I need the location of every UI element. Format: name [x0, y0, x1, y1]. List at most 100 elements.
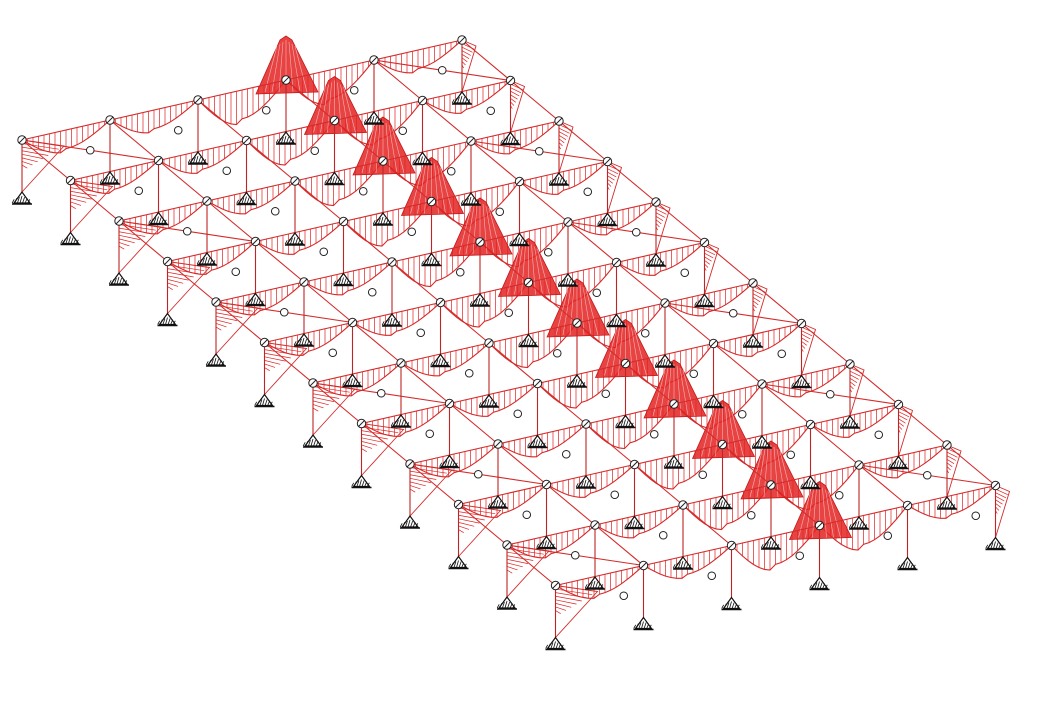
pinned-support-icon[interactable]: [302, 433, 323, 448]
frame-beam[interactable]: [537, 362, 626, 385]
hinge-node-icon[interactable]: [592, 288, 602, 298]
pinned-support-icon[interactable]: [254, 393, 275, 408]
longitudinal-tie[interactable]: [118, 220, 168, 262]
pinned-support-icon[interactable]: [500, 131, 521, 146]
hinge-node-icon[interactable]: [707, 571, 717, 581]
frame-beam[interactable]: [470, 120, 560, 142]
frame-beam[interactable]: [409, 443, 499, 465]
hinge-node-icon[interactable]: [602, 156, 613, 167]
longitudinal-tie[interactable]: [382, 160, 432, 202]
pinned-support-icon[interactable]: [545, 636, 566, 651]
hinge-node-icon[interactable]: [444, 398, 455, 409]
hinge-node-icon[interactable]: [990, 480, 1001, 491]
longitudinal-tie[interactable]: [440, 302, 490, 344]
longitudinal-tie[interactable]: [470, 140, 520, 182]
hinge-node-icon[interactable]: [502, 540, 512, 550]
hinge-node-icon[interactable]: [541, 479, 552, 490]
hinge-node-icon[interactable]: [65, 175, 76, 186]
hinge-node-icon[interactable]: [570, 550, 580, 560]
hinge-node-icon[interactable]: [669, 399, 679, 409]
hinge-node-icon[interactable]: [883, 531, 893, 541]
pinned-support-icon[interactable]: [848, 515, 869, 530]
hinge-node-icon[interactable]: [387, 257, 397, 267]
frame-beam[interactable]: [382, 140, 472, 162]
pinned-support-icon[interactable]: [584, 575, 605, 590]
hinge-node-icon[interactable]: [162, 256, 173, 267]
longitudinal-tie[interactable]: [264, 342, 314, 384]
hinge-node-icon[interactable]: [290, 176, 300, 186]
frame-beam[interactable]: [625, 342, 714, 365]
longitudinal-tie[interactable]: [567, 221, 617, 263]
frame-beam[interactable]: [70, 159, 159, 182]
hinge-node-icon[interactable]: [825, 389, 835, 399]
hinge-node-icon[interactable]: [698, 470, 708, 480]
pinned-support-icon[interactable]: [205, 352, 226, 367]
hinge-node-icon[interactable]: [134, 186, 144, 196]
hinge-node-icon[interactable]: [795, 551, 805, 561]
pinned-support-icon[interactable]: [800, 475, 821, 490]
pinned-support-icon[interactable]: [157, 312, 178, 327]
hinge-node-icon[interactable]: [532, 378, 543, 389]
longitudinal-tie[interactable]: [312, 382, 362, 424]
frame-beam[interactable]: [819, 504, 908, 527]
hinge-node-icon[interactable]: [746, 510, 756, 520]
longitudinal-tie[interactable]: [294, 180, 344, 222]
frame-beam[interactable]: [616, 241, 705, 264]
pinned-support-icon[interactable]: [187, 150, 208, 165]
hinge-node-icon[interactable]: [554, 116, 564, 126]
longitudinal-tie[interactable]: [752, 282, 802, 324]
pinned-support-icon[interactable]: [897, 556, 918, 571]
hinge-node-icon[interactable]: [874, 430, 884, 440]
pinned-support-icon[interactable]: [527, 434, 548, 449]
longitudinal-tie[interactable]: [458, 504, 508, 546]
longitudinal-tie[interactable]: [488, 342, 538, 384]
hinge-node-icon[interactable]: [543, 247, 553, 257]
longitudinal-tie[interactable]: [21, 139, 71, 181]
pinned-support-icon[interactable]: [654, 353, 675, 368]
frame-beam[interactable]: [673, 383, 763, 405]
frame-beam[interactable]: [118, 200, 208, 222]
longitudinal-tie[interactable]: [303, 281, 353, 323]
hinge-node-icon[interactable]: [105, 115, 115, 125]
pinned-support-icon[interactable]: [451, 90, 472, 105]
pinned-support-icon[interactable]: [712, 495, 733, 510]
pinned-support-icon[interactable]: [760, 535, 781, 550]
hinge-node-icon[interactable]: [942, 440, 952, 450]
longitudinal-tie[interactable]: [352, 322, 402, 364]
hinge-node-icon[interactable]: [493, 439, 503, 449]
frame-beam[interactable]: [215, 281, 305, 303]
pinned-support-icon[interactable]: [469, 292, 490, 307]
hinge-node-icon[interactable]: [182, 226, 192, 236]
frame-beam[interactable]: [449, 382, 538, 405]
longitudinal-tie[interactable]: [858, 464, 908, 506]
longitudinal-tie[interactable]: [206, 200, 256, 242]
hinge-node-icon[interactable]: [523, 277, 534, 288]
hinge-node-icon[interactable]: [376, 388, 386, 398]
longitudinal-tie[interactable]: [849, 363, 899, 405]
frame-beam[interactable]: [528, 261, 617, 284]
hinge-node-icon[interactable]: [85, 145, 95, 155]
hinge-node-icon[interactable]: [619, 591, 629, 601]
frame-beam[interactable]: [585, 403, 675, 425]
longitudinal-tie[interactable]: [898, 404, 948, 446]
pinned-support-icon[interactable]: [672, 555, 693, 570]
hinge-node-icon[interactable]: [484, 338, 494, 348]
hinge-node-icon[interactable]: [416, 328, 426, 338]
longitudinal-tie[interactable]: [255, 241, 305, 283]
pinned-support-icon[interactable]: [245, 292, 266, 307]
pinned-support-icon[interactable]: [324, 171, 345, 186]
frame-beam[interactable]: [810, 403, 899, 426]
hinge-node-icon[interactable]: [708, 338, 719, 349]
hinge-node-icon[interactable]: [358, 186, 368, 196]
frame-beam[interactable]: [761, 363, 851, 385]
longitudinal-tie[interactable]: [510, 80, 560, 122]
pinned-support-icon[interactable]: [597, 212, 618, 227]
frame-beam[interactable]: [158, 139, 247, 162]
frame-beam[interactable]: [303, 261, 393, 283]
hinge-node-icon[interactable]: [202, 196, 212, 206]
frame-beam[interactable]: [497, 423, 587, 445]
pinned-support-icon[interactable]: [742, 333, 763, 348]
pinned-support-icon[interactable]: [624, 515, 645, 530]
hinge-node-icon[interactable]: [17, 135, 27, 145]
frame-beam[interactable]: [373, 39, 463, 61]
